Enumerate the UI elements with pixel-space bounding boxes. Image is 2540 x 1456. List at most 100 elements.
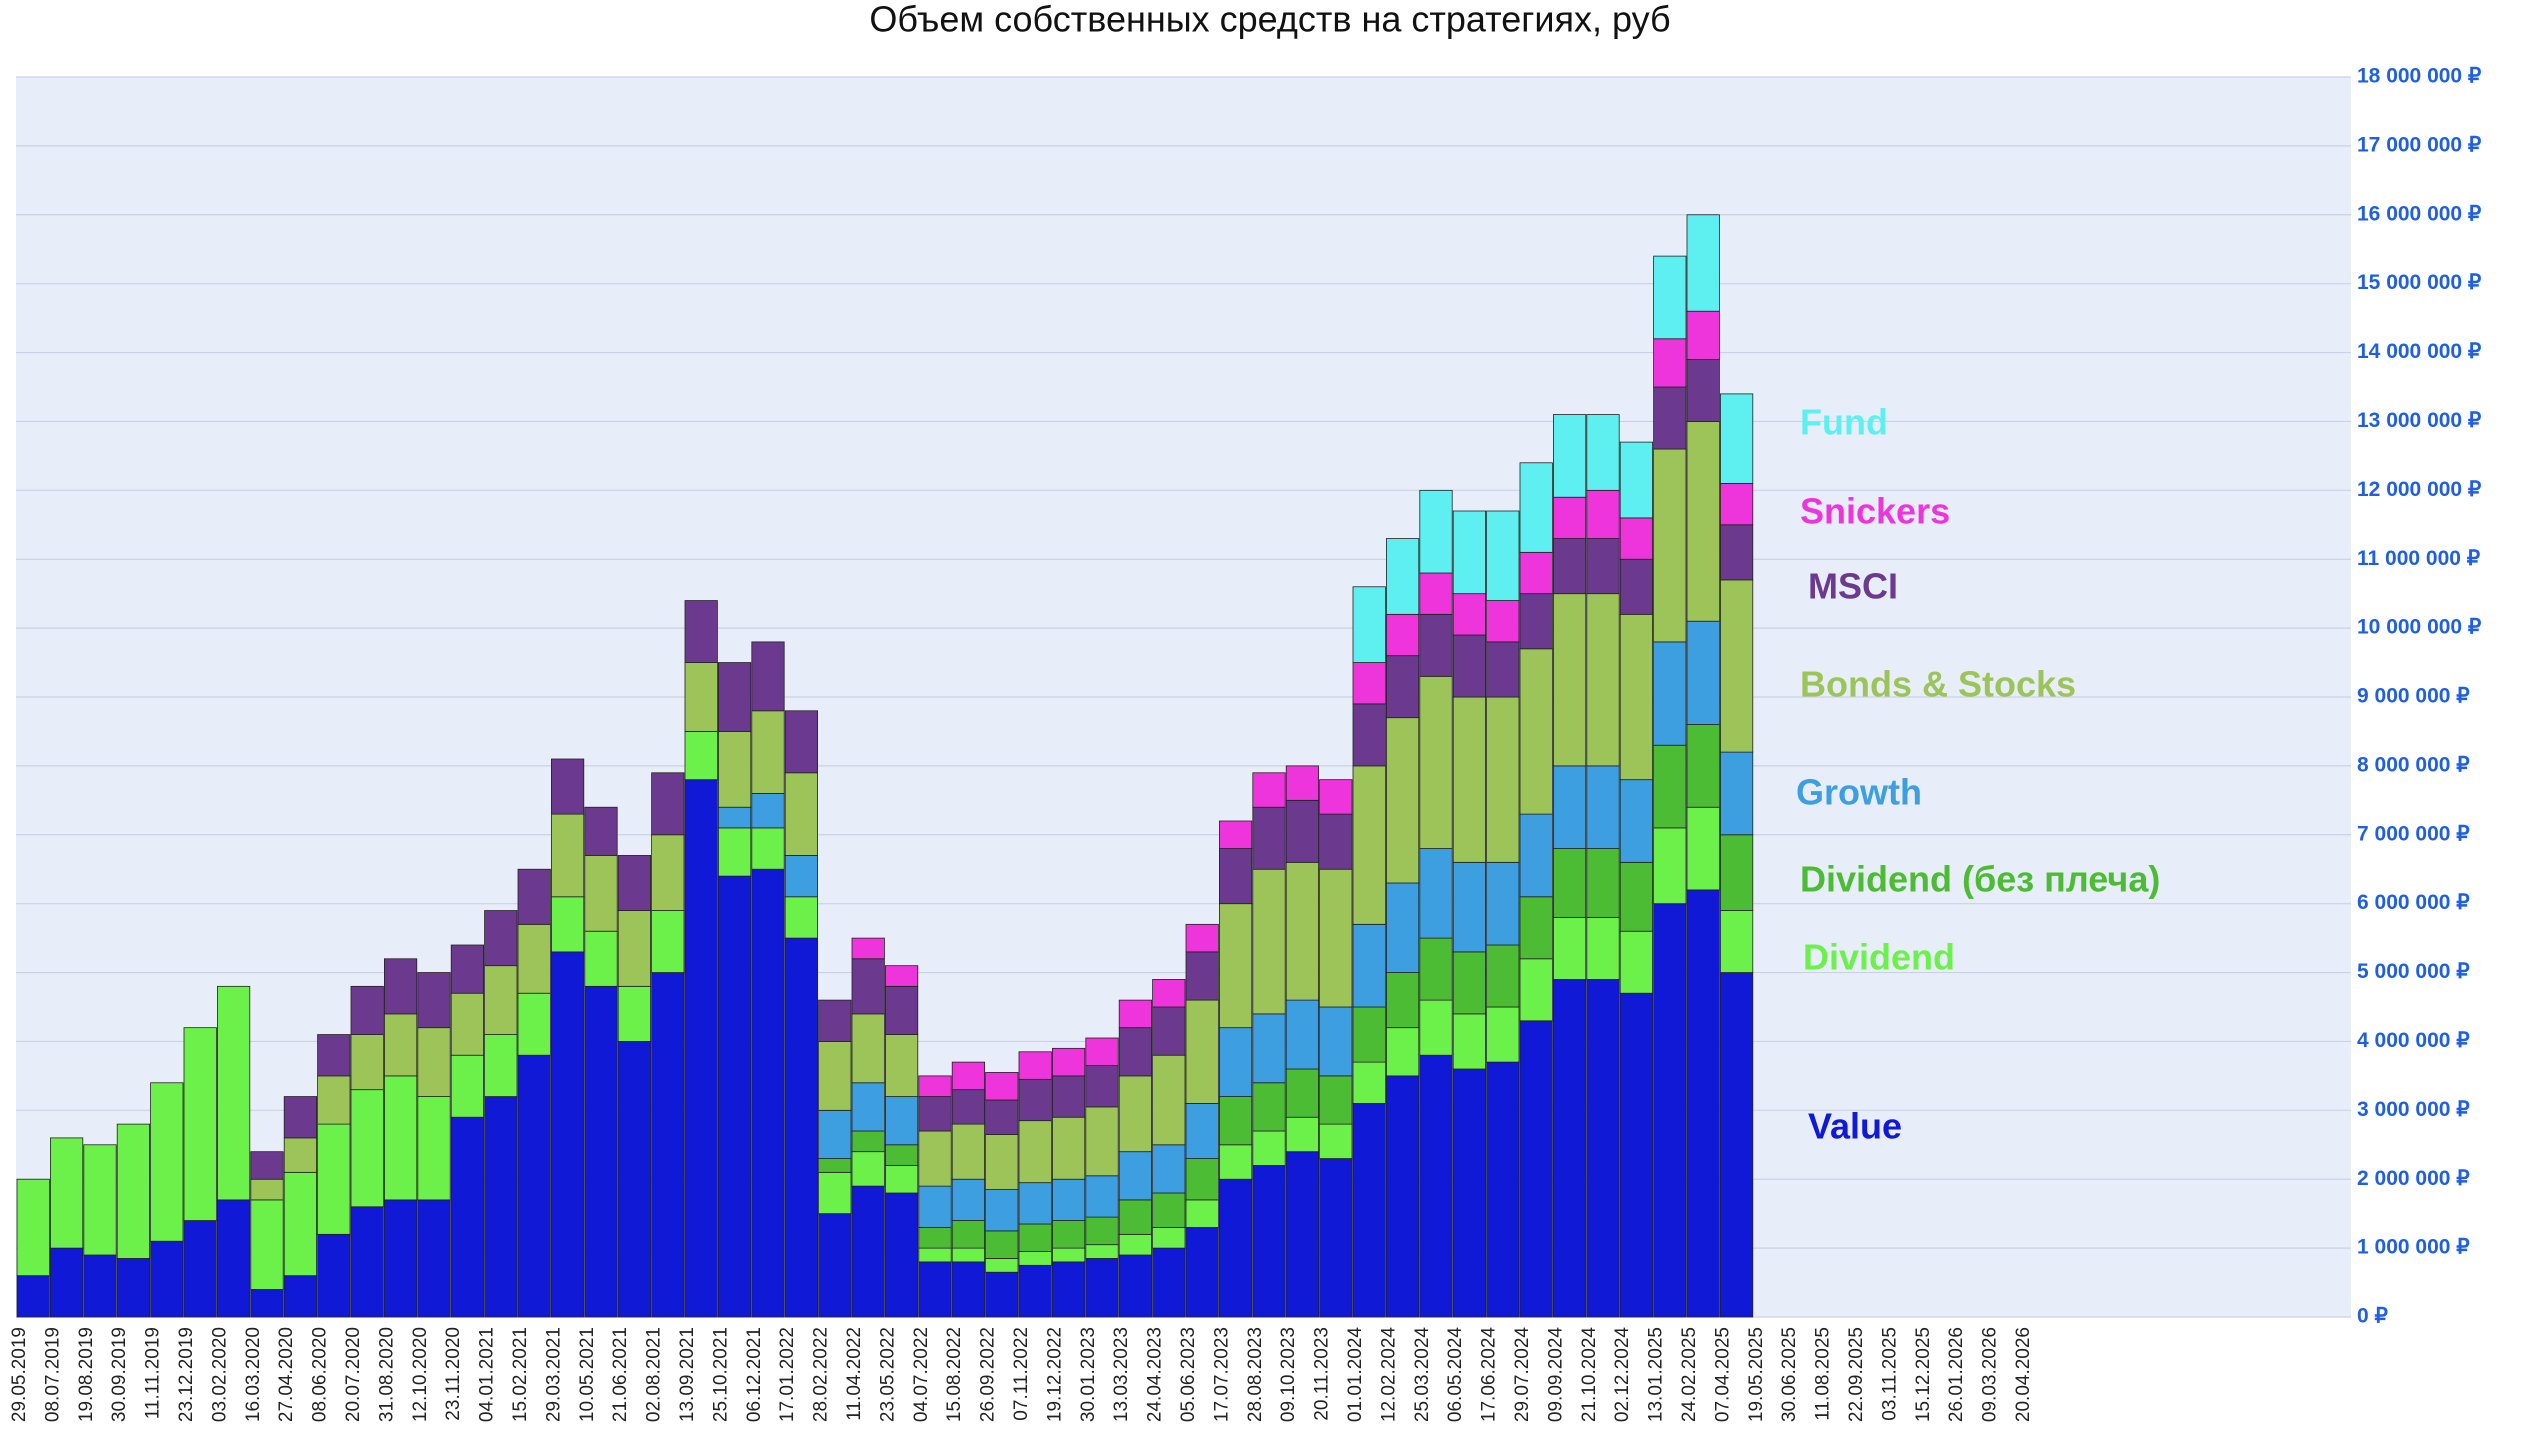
bar-segment [784, 772, 819, 856]
bar-segment [1118, 1254, 1152, 1318]
bar-segment [584, 806, 618, 856]
y-tick-label: 2 000 000 ₽ [2357, 1167, 2470, 1190]
bar-segment [317, 1075, 351, 1125]
bar-segment [1519, 551, 1553, 595]
bar-segment [1720, 751, 1754, 836]
x-tick-label: 28.08.2023 [1245, 1327, 1266, 1422]
bar-segment [951, 1178, 986, 1221]
bar-segment [1285, 1068, 1319, 1118]
bar-segment [1452, 1068, 1486, 1318]
x-tick-label: 04.01.2021 [477, 1327, 498, 1422]
x-tick-label: 17.06.2024 [1479, 1327, 1500, 1423]
y-tick-label: 0 ₽ [2357, 1305, 2389, 1328]
y-tick-label: 17 000 000 ₽ [2357, 133, 2482, 156]
bar-segment [684, 731, 718, 781]
x-tick-label: 09.03.2026 [1980, 1327, 2001, 1422]
bar-segment [517, 868, 551, 925]
x-tick-label: 06.12.2021 [744, 1327, 765, 1422]
bar-segment [1720, 483, 1754, 526]
legend-label: Bonds & Stocks [1800, 664, 2076, 705]
legend-label: Growth [1796, 772, 1922, 813]
bar-segment [1619, 441, 1653, 519]
bar-segment [818, 1158, 852, 1173]
x-tick-label: 20.07.2020 [343, 1327, 364, 1422]
bar-segment [1118, 999, 1152, 1029]
bar-segment [1018, 1264, 1052, 1318]
bar-segment [918, 1227, 952, 1249]
bar-segment [1285, 861, 1319, 1001]
bar-segment [183, 1027, 217, 1221]
y-tick-label: 14 000 000 ₽ [2357, 340, 2482, 363]
bar-segment [1486, 944, 1520, 1008]
bar-segment [1252, 1013, 1286, 1084]
bar-segment [1219, 1144, 1253, 1180]
bar-segment [250, 1178, 284, 1201]
bar-segment [951, 1220, 986, 1249]
bar-segment [1319, 1158, 1353, 1318]
x-tick-label: 22.09.2025 [1846, 1327, 1867, 1422]
x-tick-label: 17.01.2022 [777, 1327, 798, 1422]
x-tick-label: 02.08.2021 [644, 1327, 665, 1422]
x-tick-label: 27.04.2020 [276, 1327, 297, 1422]
bar-segment [1319, 1123, 1353, 1159]
bar-segment [1219, 820, 1253, 849]
x-tick-label: 09.09.2024 [1545, 1327, 1566, 1423]
y-tick-label: 18 000 000 ₽ [2357, 65, 2482, 88]
bar-segment [1352, 765, 1386, 925]
legend-label: Snickers [1800, 491, 1950, 532]
bar-segment [784, 937, 819, 1318]
bar-segment [885, 1144, 919, 1166]
x-tick-label: 11.04.2022 [844, 1327, 865, 1421]
bar-segment [818, 1213, 852, 1318]
bar-segment [1720, 972, 1754, 1318]
bar-segment [216, 1199, 251, 1318]
bar-segment [851, 958, 885, 1015]
bar-segment [1419, 999, 1453, 1056]
bar-segment [1085, 1037, 1119, 1066]
bar-segment [985, 1271, 1019, 1318]
bar-segment [1519, 593, 1553, 650]
bar-segment [584, 855, 618, 932]
x-tick-label: 15.12.2025 [1913, 1327, 1934, 1422]
bar-segment [517, 992, 551, 1056]
bar-segment [1185, 1158, 1219, 1201]
x-tick-label: 21.06.2021 [610, 1327, 631, 1422]
y-tick-label: 11 000 000 ₽ [2357, 547, 2481, 570]
bar-segment [1018, 1251, 1052, 1266]
bar-segment [1486, 1061, 1520, 1318]
x-tick-label: 29.07.2024 [1512, 1327, 1533, 1423]
bar-segment [1319, 779, 1353, 815]
bar-segment [1686, 359, 1720, 422]
bar-segment [1452, 634, 1486, 698]
bar-segment [1519, 958, 1553, 1022]
bar-segment [1052, 1116, 1086, 1180]
bar-segment [1519, 813, 1553, 898]
bar-segment [784, 710, 819, 774]
bar-segment [1419, 572, 1453, 615]
bar-segment [1452, 951, 1486, 1015]
bar-segment [1686, 620, 1720, 725]
bar-segment [1352, 703, 1386, 767]
bar-segment [851, 1185, 885, 1318]
bar-segment [951, 1247, 986, 1263]
legend-label: Dividend [1803, 937, 1955, 978]
bar-segment [751, 793, 785, 829]
bar-segment [83, 1144, 117, 1256]
bar-segment [1452, 696, 1486, 863]
legend-label: Dividend (без плеча) [1800, 859, 2160, 900]
bar-segment [818, 1109, 852, 1159]
bar-segment [918, 1130, 952, 1187]
bar-segment [1052, 1220, 1086, 1249]
bar-segment [1352, 662, 1386, 705]
x-tick-label: 13.09.2021 [677, 1327, 698, 1422]
bar-segment [684, 600, 718, 663]
bar-segment [1018, 1120, 1052, 1184]
x-tick-label: 26.01.2026 [1946, 1327, 1967, 1422]
bar-segment [1052, 1047, 1086, 1077]
bar-segment [1152, 1247, 1186, 1318]
bar-segment [1619, 992, 1653, 1318]
bar-segment [1085, 1216, 1119, 1246]
bar-segment [918, 1185, 952, 1228]
bar-segment [1486, 510, 1520, 601]
